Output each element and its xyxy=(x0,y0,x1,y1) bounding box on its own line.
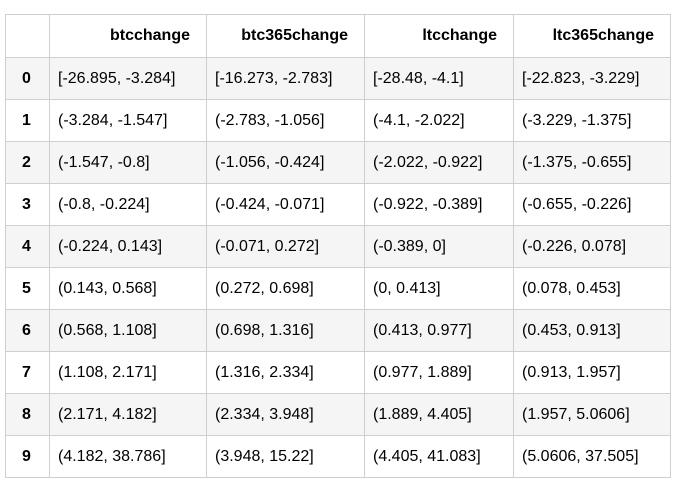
table-row: 5 (0.143, 0.568] (0.272, 0.698] (0, 0.41… xyxy=(5,267,671,310)
table-cell: (1.889, 4.405] xyxy=(364,393,514,436)
row-index: 7 xyxy=(5,351,50,394)
row-index: 4 xyxy=(5,225,50,268)
table-cell: (-0.922, -0.389] xyxy=(364,183,514,226)
row-index: 6 xyxy=(5,309,50,352)
table-cell: (5.0606, 37.505] xyxy=(513,435,671,478)
table-row: 6 (0.568, 1.108] (0.698, 1.316] (0.413, … xyxy=(5,309,671,352)
table-cell: (-0.226, 0.078] xyxy=(513,225,671,268)
column-header-btc365change: btc365change xyxy=(206,14,365,58)
table-cell: (-2.022, -0.922] xyxy=(364,141,514,184)
table-cell: (-3.284, -1.547] xyxy=(49,99,207,142)
table-row: 3 (-0.8, -0.224] (-0.424, -0.071] (-0.92… xyxy=(5,183,671,226)
table-cell: (2.334, 3.948] xyxy=(206,393,365,436)
table-cell: (-0.224, 0.143] xyxy=(49,225,207,268)
table-cell: (0.143, 0.568] xyxy=(49,267,207,310)
row-index: 2 xyxy=(5,141,50,184)
table-cell: (0.453, 0.913] xyxy=(513,309,671,352)
table-cell: (-1.375, -0.655] xyxy=(513,141,671,184)
table-cell: [-22.823, -3.229] xyxy=(513,57,671,100)
row-index: 5 xyxy=(5,267,50,310)
table-cell: (0.913, 1.957] xyxy=(513,351,671,394)
table-cell: (1.957, 5.0606] xyxy=(513,393,671,436)
table-cell: (2.171, 4.182] xyxy=(49,393,207,436)
table-cell: (-0.8, -0.224] xyxy=(49,183,207,226)
table-cell: (-1.056, -0.424] xyxy=(206,141,365,184)
table-row: 2 (-1.547, -0.8] (-1.056, -0.424] (-2.02… xyxy=(5,141,671,184)
table-cell: (0.078, 0.453] xyxy=(513,267,671,310)
table-row: 8 (2.171, 4.182] (2.334, 3.948] (1.889, … xyxy=(5,393,671,436)
table-cell: (-0.655, -0.226] xyxy=(513,183,671,226)
table-row: 9 (4.182, 38.786] (3.948, 15.22] (4.405,… xyxy=(5,435,671,478)
table-cell: (3.948, 15.22] xyxy=(206,435,365,478)
dataframe-container: btcchange btc365change ltcchange ltc365c… xyxy=(5,14,671,478)
table-cell: (0.698, 1.316] xyxy=(206,309,365,352)
table-cell: (-0.424, -0.071] xyxy=(206,183,365,226)
row-index: 3 xyxy=(5,183,50,226)
table-cell: (-3.229, -1.375] xyxy=(513,99,671,142)
table-cell: (0.272, 0.698] xyxy=(206,267,365,310)
dataframe-table: btcchange btc365change ltcchange ltc365c… xyxy=(5,14,671,478)
table-cell: (4.405, 41.083] xyxy=(364,435,514,478)
row-index: 0 xyxy=(5,57,50,100)
table-row: 0 [-26.895, -3.284] [-16.273, -2.783] [-… xyxy=(5,57,671,100)
table-cell: (0.568, 1.108] xyxy=(49,309,207,352)
table-cell: (1.316, 2.334] xyxy=(206,351,365,394)
table-row: 4 (-0.224, 0.143] (-0.071, 0.272] (-0.38… xyxy=(5,225,671,268)
table-cell: (4.182, 38.786] xyxy=(49,435,207,478)
table-cell: (0, 0.413] xyxy=(364,267,514,310)
column-header-btcchange: btcchange xyxy=(49,14,207,58)
table-cell: [-16.273, -2.783] xyxy=(206,57,365,100)
row-index: 8 xyxy=(5,393,50,436)
table-cell: (-0.071, 0.272] xyxy=(206,225,365,268)
index-header xyxy=(5,14,50,58)
table-cell: (-4.1, -2.022] xyxy=(364,99,514,142)
table-cell: (1.108, 2.171] xyxy=(49,351,207,394)
table-row: 1 (-3.284, -1.547] (-2.783, -1.056] (-4.… xyxy=(5,99,671,142)
column-header-ltc365change: ltc365change xyxy=(513,14,671,58)
row-index: 1 xyxy=(5,99,50,142)
table-cell: (-2.783, -1.056] xyxy=(206,99,365,142)
table-cell: (-0.389, 0] xyxy=(364,225,514,268)
header-row: btcchange btc365change ltcchange ltc365c… xyxy=(5,14,671,58)
row-index: 9 xyxy=(5,435,50,478)
table-cell: [-26.895, -3.284] xyxy=(49,57,207,100)
table-row: 7 (1.108, 2.171] (1.316, 2.334] (0.977, … xyxy=(5,351,671,394)
column-header-ltcchange: ltcchange xyxy=(364,14,514,58)
table-cell: (0.977, 1.889] xyxy=(364,351,514,394)
table-cell: (0.413, 0.977] xyxy=(364,309,514,352)
table-cell: [-28.48, -4.1] xyxy=(364,57,514,100)
table-cell: (-1.547, -0.8] xyxy=(49,141,207,184)
